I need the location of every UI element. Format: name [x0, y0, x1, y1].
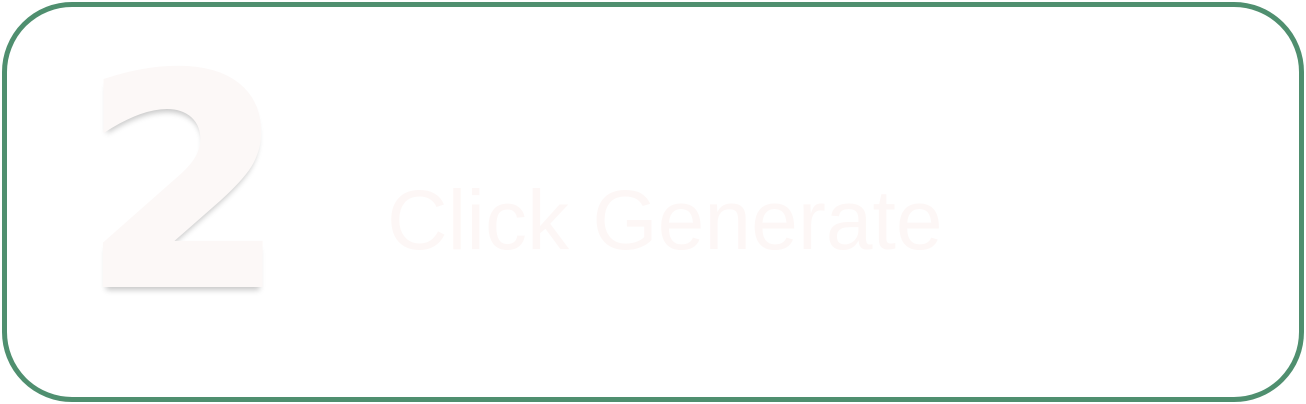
step-label: Click Generate [387, 173, 943, 267]
step-number: 2 [80, 16, 288, 353]
